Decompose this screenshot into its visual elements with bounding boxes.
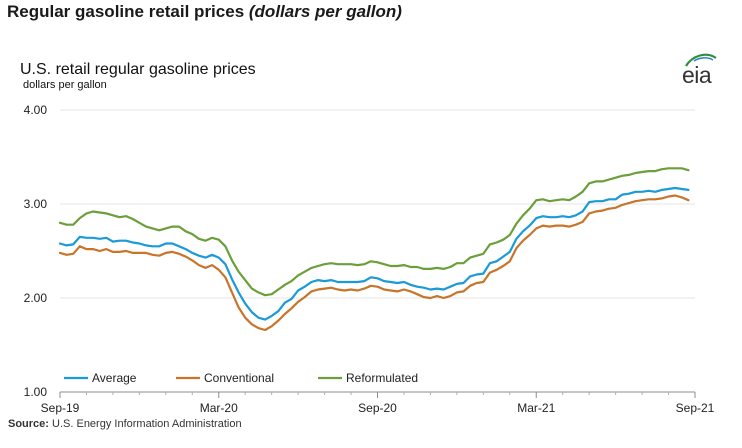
legend-label-conventional: Conventional — [204, 371, 274, 385]
eia-logo-text: eia — [682, 62, 712, 88]
legend-label-reformulated: Reformulated — [346, 371, 418, 385]
x-tick-label: Sep-19 — [41, 401, 80, 415]
series-line-reformulated — [58, 167, 690, 297]
axes — [59, 391, 696, 398]
source-note: Source: U.S. Energy Information Administ… — [8, 418, 242, 430]
chart-y-units: dollars per gallon — [23, 79, 107, 91]
series-lines — [58, 167, 690, 332]
y-tick-label: 3.00 — [24, 197, 48, 211]
series-line-average — [58, 186, 690, 321]
page-title-subtitle: (dollars per gallon) — [248, 2, 402, 21]
source-text: U.S. Energy Information Administration — [52, 418, 242, 430]
y-tick-label: 2.00 — [24, 291, 48, 305]
x-tick-label: Sep-21 — [676, 401, 715, 415]
x-tick-label: Sep-20 — [358, 401, 397, 415]
tick-labels: 1.00 2.00 3.00 4.00 Sep-19 Mar-20 Sep-20 Mar-21… — [24, 103, 715, 415]
eia-logo: eia — [680, 52, 720, 90]
y-tick-label: 4.00 — [24, 103, 48, 117]
series-line-conventional — [58, 194, 690, 332]
eia-logo-swoosh-icon — [685, 53, 717, 67]
page-title-main: Regular gasoline retail prices — [7, 2, 245, 21]
page-title: Regular gasoline retail prices (dollars … — [7, 2, 402, 22]
x-tick-label: Mar-20 — [200, 401, 238, 415]
chart-title: U.S. retail regular gasoline prices — [20, 61, 256, 78]
grid-lines — [60, 109, 695, 299]
legend: Average Conventional Reformulated — [64, 371, 418, 385]
legend-label-average: Average — [92, 371, 137, 385]
y-tick-label: 1.00 — [24, 385, 48, 399]
x-tick-label: Mar-21 — [517, 401, 555, 415]
source-label: Source: — [8, 418, 49, 430]
